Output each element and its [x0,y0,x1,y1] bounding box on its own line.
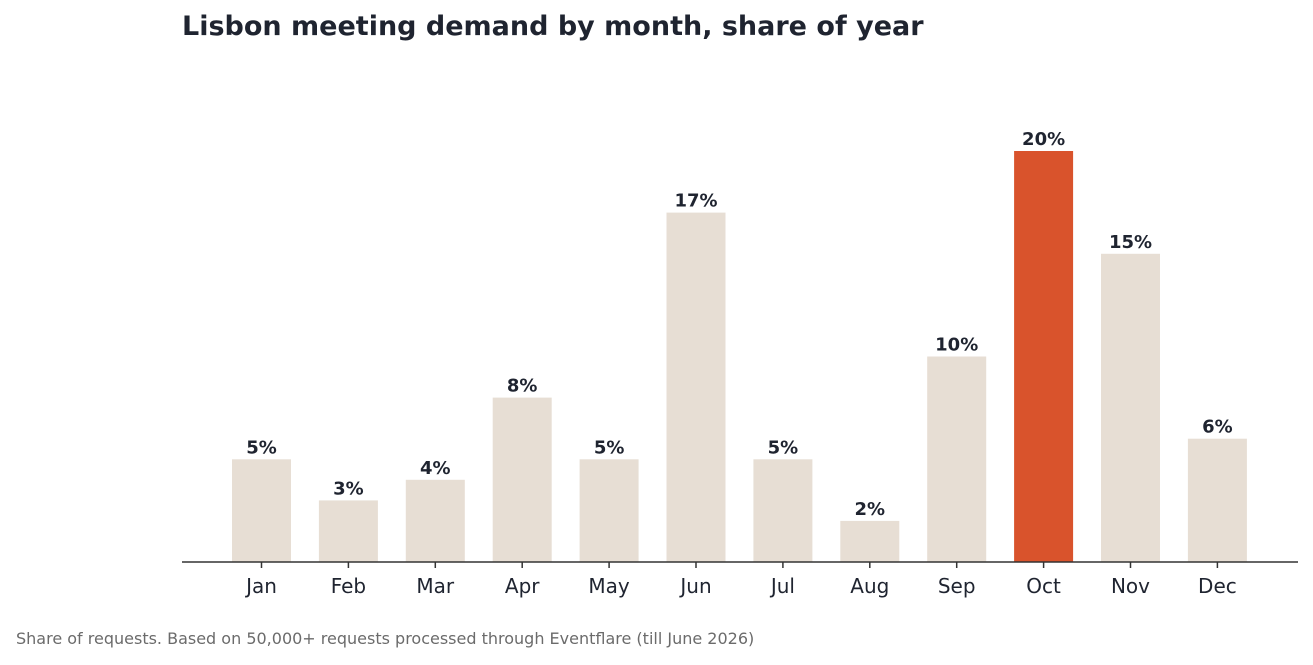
x-tick-label-sep: Sep [938,574,976,598]
x-axis-ticks: Jan Feb Mar Apr May Jun Jul Aug Sep Oct Nov Dec [244,562,1237,598]
chart-title: Lisbon meeting demand by month, share of… [182,11,924,42]
x-tick-label-jun: Jun [678,574,711,598]
bar-may [579,459,639,563]
value-label-oct: 20% [1022,129,1065,150]
value-label-jan: 5% [246,437,277,458]
bar-sep [927,356,987,562]
value-label-apr: 8% [507,376,538,397]
value-label-mar: 4% [420,458,451,479]
bar-apr [492,397,552,562]
value-label-dec: 6% [1202,417,1233,438]
bar-aug [840,520,900,562]
bar-dec [1187,438,1247,562]
x-tick-label-apr: Apr [505,574,540,598]
value-label-sep: 10% [935,335,978,356]
bar-nov [1101,253,1160,563]
footnote: Share of requests. Based on 50,000+ requ… [16,629,755,648]
value-label-jun: 17% [674,191,717,212]
x-tick-label-jul: Jul [769,574,795,598]
value-labels-layer: 5% 3% 4% 8% 5% 17% 5% 2% 10% 20% 15% 6% [246,129,1232,520]
bar-jul [753,459,813,563]
value-label-jul: 5% [768,437,799,458]
x-tick-label-oct: Oct [1026,574,1061,598]
bar-oct [1014,151,1074,562]
x-tick-label-nov: Nov [1111,574,1150,598]
value-label-aug: 2% [855,499,886,520]
bar-jun [666,212,726,562]
bar-feb [318,500,378,563]
value-label-nov: 15% [1109,232,1152,253]
bar-jan [232,459,291,563]
value-label-feb: 3% [333,478,364,499]
x-tick-label-jan: Jan [244,574,277,598]
x-tick-label-aug: Aug [850,574,889,598]
x-tick-label-mar: Mar [416,574,455,598]
x-tick-label-dec: Dec [1198,574,1237,598]
x-tick-label-feb: Feb [331,574,366,598]
x-tick-label-may: May [588,574,630,598]
bars-layer [232,151,1247,563]
bar-mar [405,479,465,562]
value-label-may: 5% [594,437,625,458]
